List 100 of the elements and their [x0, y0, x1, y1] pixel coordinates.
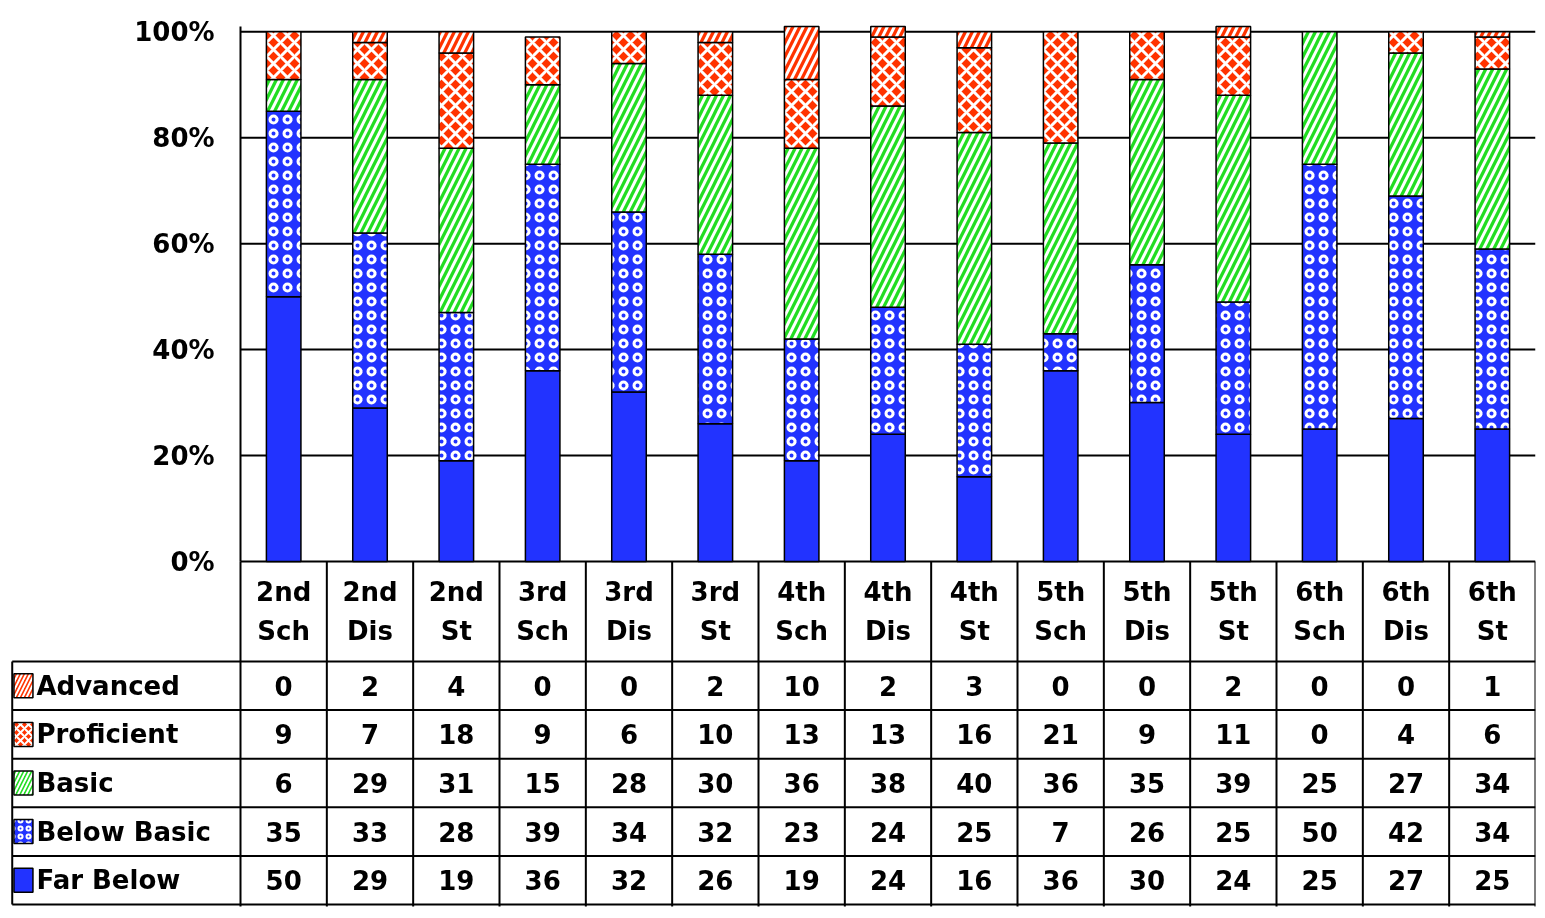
y-tick-label: 0% [170, 546, 215, 577]
data-label: 4 [447, 671, 466, 702]
data-label: 36 [783, 769, 820, 799]
data-label: 25 [1215, 817, 1252, 848]
data-label: 27 [1387, 866, 1425, 897]
data-label: 31 [438, 769, 475, 799]
data-label: 16 [956, 866, 993, 897]
data-label: 4 [1396, 720, 1416, 751]
data-label: 27 [1387, 769, 1425, 799]
data-label: 34 [610, 817, 648, 848]
data-label: 16 [956, 720, 993, 751]
data-label: 2 [878, 671, 898, 702]
data-label: 42 [1387, 817, 1425, 848]
data-label: 0 [1137, 671, 1157, 702]
legend-label: Basic [36, 768, 114, 798]
x-tick-label: 6th Dis [1381, 577, 1431, 646]
data-label: 24 [869, 817, 907, 848]
data-label: 29 [351, 769, 389, 799]
x-tick-label: 6th St [1467, 577, 1517, 646]
data-label: 24 [1215, 866, 1252, 897]
data-label: 9 [533, 720, 552, 751]
data-label: 24 [869, 866, 907, 897]
data-label: 18 [438, 720, 475, 751]
y-tick-label: 40% [152, 334, 215, 365]
data-label: 9 [274, 720, 293, 751]
data-label: 6 [1483, 720, 1502, 751]
data-label: 19 [783, 866, 820, 897]
data-label: 50 [1301, 817, 1338, 848]
x-tick-label: 6th Sch [1293, 577, 1346, 646]
data-label: 39 [524, 817, 561, 848]
data-label: 33 [351, 817, 389, 848]
data-label: 6 [619, 720, 639, 751]
data-label: 1 [1483, 671, 1502, 702]
data-label: 30 [1128, 866, 1166, 897]
data-label: 0 [1310, 720, 1329, 751]
x-tick-label: 5th Sch [1034, 577, 1087, 646]
x-tick-label: 2nd Sch [256, 577, 312, 646]
legend-label: Below Basic [36, 816, 211, 847]
data-label: 13 [783, 720, 820, 751]
data-label: 7 [360, 720, 380, 751]
data-label: 0 [1396, 671, 1416, 702]
data-label: 34 [1474, 769, 1511, 799]
data-label: 0 [533, 671, 552, 702]
y-tick-label: 60% [152, 228, 215, 259]
data-label: 36 [1042, 866, 1079, 897]
data-label: 32 [610, 866, 648, 897]
data-label: 13 [869, 720, 907, 751]
data-label: 29 [351, 866, 389, 897]
x-tick-label: 3rd St [690, 577, 741, 646]
data-label: 36 [1042, 769, 1079, 799]
data-label: 6 [274, 769, 293, 799]
data-label: 15 [524, 769, 561, 799]
data-label: 30 [697, 769, 734, 799]
x-tick-label: 2nd Dis [342, 577, 398, 646]
data-label: 2 [360, 671, 380, 702]
y-tick-label: 100% [134, 16, 215, 47]
data-label: 25 [1301, 866, 1338, 897]
data-label: 34 [1474, 817, 1511, 848]
data-label: 36 [524, 866, 561, 897]
data-label: 35 [1128, 769, 1166, 799]
x-tick-label: 3rd Sch [516, 577, 569, 646]
data-label: 9 [1137, 720, 1157, 751]
y-tick-label: 80% [152, 122, 215, 153]
x-tick-label: 5th St [1208, 577, 1258, 646]
data-label: 10 [783, 671, 820, 702]
data-label: 10 [697, 720, 734, 751]
legend-label: Far Below [36, 865, 181, 896]
data-label: 23 [783, 817, 820, 848]
data-label: 38 [869, 769, 907, 799]
data-label: 0 [1310, 671, 1329, 702]
data-label: 25 [1474, 866, 1511, 897]
x-tick-label: 4th St [949, 577, 999, 646]
x-tick-label: 5th Dis [1122, 577, 1172, 646]
x-tick-label: 4th Dis [863, 577, 913, 646]
data-label: 7 [1051, 817, 1070, 848]
data-label: 26 [1128, 817, 1166, 848]
data-label: 25 [956, 817, 993, 848]
legend-label: Proficient [36, 719, 179, 750]
data-label: 35 [265, 817, 302, 848]
data-label: 40 [956, 769, 993, 799]
data-label: 0 [619, 671, 639, 702]
x-tick-label: 3rd Dis [604, 577, 654, 646]
data-label: 39 [1215, 769, 1252, 799]
x-tick-label: 4th Sch [775, 577, 828, 646]
data-label: 2 [706, 671, 725, 702]
data-label: 0 [1051, 671, 1070, 702]
x-tick-label: 2nd St [428, 577, 484, 646]
data-label: 26 [697, 866, 734, 897]
data-label: 25 [1301, 769, 1338, 799]
data-label: 3 [965, 671, 984, 702]
data-label: 21 [1042, 720, 1079, 751]
data-label: 50 [265, 866, 302, 897]
data-label: 11 [1215, 720, 1252, 751]
y-tick-label: 20% [152, 440, 215, 471]
data-label: 19 [438, 866, 475, 897]
data-label: 0 [274, 671, 293, 702]
data-label: 2 [1224, 671, 1243, 702]
legend-label: Advanced [36, 670, 180, 701]
data-label: 28 [610, 769, 648, 799]
data-label: 32 [697, 817, 734, 848]
